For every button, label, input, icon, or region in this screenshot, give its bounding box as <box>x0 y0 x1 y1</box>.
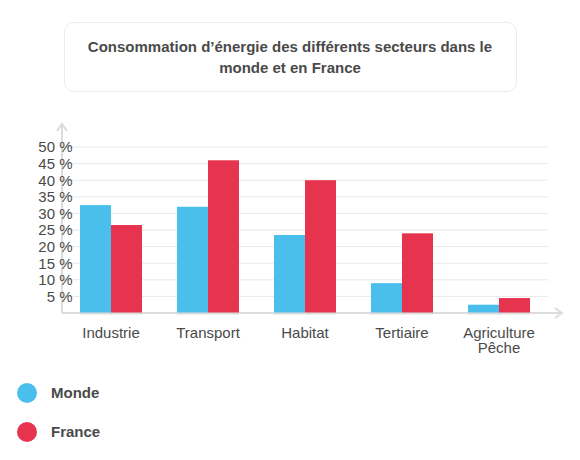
html-text:Monde: Monde <box>51 384 100 401</box>
svg-text:AgriculturePêche: AgriculturePêche <box>463 324 535 356</box>
svg-text:10 %: 10 % <box>38 271 72 288</box>
svg-text:25 %: 25 % <box>38 221 72 238</box>
html-text:Consommation d’énergie des dif: Consommation d’énergie des différents se… <box>87 38 493 76</box>
svg-text:40 %: 40 % <box>38 172 72 189</box>
svg-text:50 %: 50 % <box>38 138 72 155</box>
svg-text:Tertiaire: Tertiaire <box>375 324 428 341</box>
svg-text:15 %: 15 % <box>38 255 72 272</box>
svg-text:Transport: Transport <box>176 324 240 341</box>
svg-text:45 %: 45 % <box>38 155 72 172</box>
svg-text:Industrie: Industrie <box>82 324 140 341</box>
html-text:France: France <box>51 423 101 440</box>
svg-text:5 %: 5 % <box>47 288 73 305</box>
svg-text:Habitat: Habitat <box>281 324 329 341</box>
svg-text:20 %: 20 % <box>38 238 72 255</box>
svg-text:30 %: 30 % <box>38 205 72 222</box>
svg-text:35 %: 35 % <box>38 188 72 205</box>
